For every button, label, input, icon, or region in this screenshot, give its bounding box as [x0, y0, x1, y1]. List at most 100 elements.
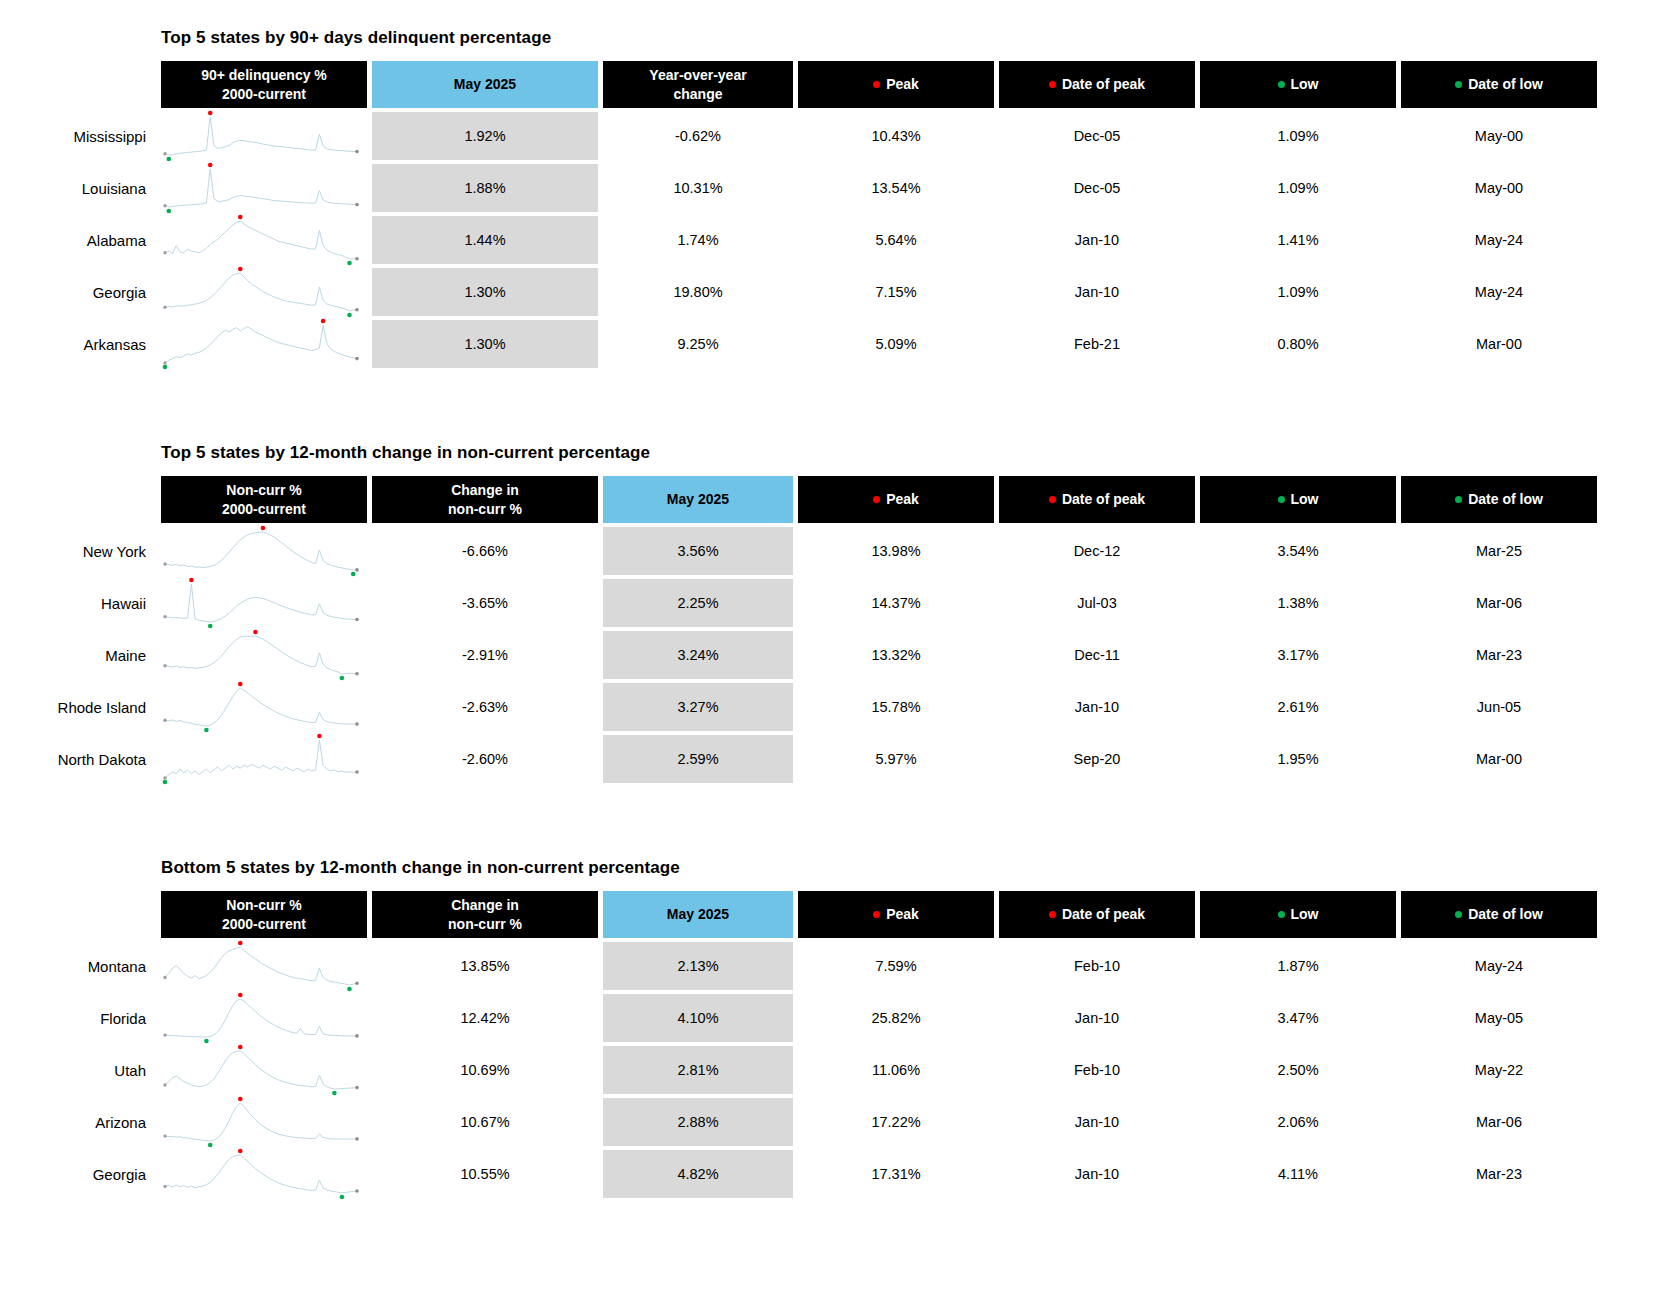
cell-low: 2.06%	[1200, 1096, 1396, 1148]
may-value-box: 1.44%	[372, 216, 598, 264]
cell-may: 2.13%	[603, 940, 793, 992]
cell-may: 3.56%	[603, 525, 793, 577]
header-label-line: Low	[1278, 75, 1319, 93]
red-dot-icon	[1049, 911, 1056, 918]
peak-dot-icon	[208, 163, 213, 168]
cell-date_of_low: Mar-23	[1401, 629, 1597, 681]
header-label-line: change	[673, 85, 722, 103]
header-label-text: Low	[1291, 905, 1319, 923]
series-end-dot-icon	[355, 308, 359, 312]
cell-date_of_low: May-22	[1401, 1044, 1597, 1096]
sparkline-chart	[161, 214, 367, 266]
column-header-date_of_low: Date of low	[1401, 61, 1597, 108]
sparkline-chart	[161, 940, 367, 992]
sparkline-svg	[161, 318, 367, 370]
row-label-state: Utah	[0, 1044, 156, 1096]
cell-date_of_peak: Jan-10	[999, 992, 1195, 1044]
sparkline-svg	[161, 992, 367, 1044]
header-spacer	[0, 476, 156, 523]
header-label-text: Date of peak	[1062, 905, 1145, 923]
header-label-text: Date of peak	[1062, 75, 1145, 93]
header-label-line: 2000-current	[222, 915, 306, 933]
header-label-line: May 2025	[667, 490, 729, 508]
header-label-line: 2000-current	[222, 500, 306, 518]
series-start-dot-icon	[163, 306, 166, 309]
low-dot-icon	[208, 624, 213, 629]
cell-peak: 7.59%	[798, 940, 994, 992]
sparkline-svg	[161, 162, 367, 214]
series-start-dot-icon	[163, 776, 166, 779]
sparkline-chart	[161, 577, 367, 629]
sparkline-svg	[161, 733, 367, 785]
cell-may: 2.81%	[603, 1044, 793, 1096]
cell-date_of_low: Mar-23	[1401, 1148, 1597, 1200]
sparkline-svg	[161, 266, 367, 318]
series-end-dot-icon	[355, 568, 359, 572]
cell-peak: 5.64%	[798, 214, 994, 266]
green-dot-icon	[1455, 911, 1462, 918]
low-dot-icon	[167, 209, 172, 214]
row-label-state: Mississippi	[0, 110, 156, 162]
cell-date_of_peak: Feb-10	[999, 1044, 1195, 1096]
report-page: Top 5 states by 90+ days delinquent perc…	[0, 28, 1656, 1200]
cell-change: 12.42%	[372, 992, 598, 1044]
header-label-line: Change in	[451, 896, 519, 914]
cell-low: 4.11%	[1200, 1148, 1396, 1200]
header-label-text: Peak	[886, 75, 919, 93]
cell-may: 1.44%	[372, 214, 598, 266]
series-end-dot-icon	[355, 1189, 359, 1193]
header-label-line: 2000-current	[222, 85, 306, 103]
cell-peak: 5.09%	[798, 318, 994, 370]
sparkline-svg	[161, 1148, 367, 1200]
green-dot-icon	[1455, 81, 1462, 88]
column-header-change: Change innon-curr %	[372, 476, 598, 523]
sparkline-svg	[161, 940, 367, 992]
column-header-may: May 2025	[603, 891, 793, 938]
cell-date_of_peak: Dec-12	[999, 525, 1195, 577]
may-value-box: 2.88%	[603, 1098, 793, 1146]
low-dot-icon	[351, 572, 356, 577]
low-dot-icon	[332, 1091, 337, 1096]
header-label-text: 2000-current	[222, 500, 306, 518]
series-end-dot-icon	[355, 1137, 359, 1141]
series-start-dot-icon	[163, 615, 166, 618]
sparkline-chart	[161, 1148, 367, 1200]
series-end-dot-icon	[355, 618, 359, 622]
cell-may: 2.25%	[603, 577, 793, 629]
column-header-date_of_low: Date of low	[1401, 476, 1597, 523]
cell-change: -6.66%	[372, 525, 598, 577]
cell-low: 1.41%	[1200, 214, 1396, 266]
table-title: Top 5 states by 12-month change in non-c…	[161, 443, 1656, 463]
column-header-peak: Peak	[798, 891, 994, 938]
cell-date_of_low: Mar-25	[1401, 525, 1597, 577]
peak-dot-icon	[208, 111, 213, 116]
sparkline-svg	[161, 525, 367, 577]
cell-yoy: 19.80%	[603, 266, 793, 318]
table-body: Mississippi1.92%-0.62%10.43%Dec-051.09%M…	[0, 110, 1656, 370]
header-label-line: May 2025	[454, 75, 516, 93]
row-label-state: Florida	[0, 992, 156, 1044]
cell-date_of_low: May-24	[1401, 940, 1597, 992]
may-value-box: 1.30%	[372, 268, 598, 316]
cell-date_of_low: May-05	[1401, 992, 1597, 1044]
header-label-text: change	[673, 85, 722, 103]
peak-dot-icon	[238, 1097, 243, 1102]
cell-date_of_peak: Dec-05	[999, 162, 1195, 214]
series-end-dot-icon	[355, 982, 359, 986]
row-label-state: Georgia	[0, 266, 156, 318]
header-label-text: 90+ delinquency %	[201, 66, 327, 84]
cell-peak: 14.37%	[798, 577, 994, 629]
header-label-text: May 2025	[667, 490, 729, 508]
peak-dot-icon	[238, 941, 243, 946]
header-label-line: Non-curr %	[226, 481, 301, 499]
series-end-dot-icon	[355, 722, 359, 726]
sparkline-chart	[161, 681, 367, 733]
column-header-date_of_peak: Date of peak	[999, 891, 1195, 938]
green-dot-icon	[1278, 496, 1285, 503]
series-start-dot-icon	[163, 1185, 166, 1188]
header-label-text: Low	[1291, 75, 1319, 93]
cell-may: 1.88%	[372, 162, 598, 214]
row-label-state: Georgia	[0, 1148, 156, 1200]
header-label-line: Date of peak	[1049, 905, 1145, 923]
column-header-change: Change innon-curr %	[372, 891, 598, 938]
